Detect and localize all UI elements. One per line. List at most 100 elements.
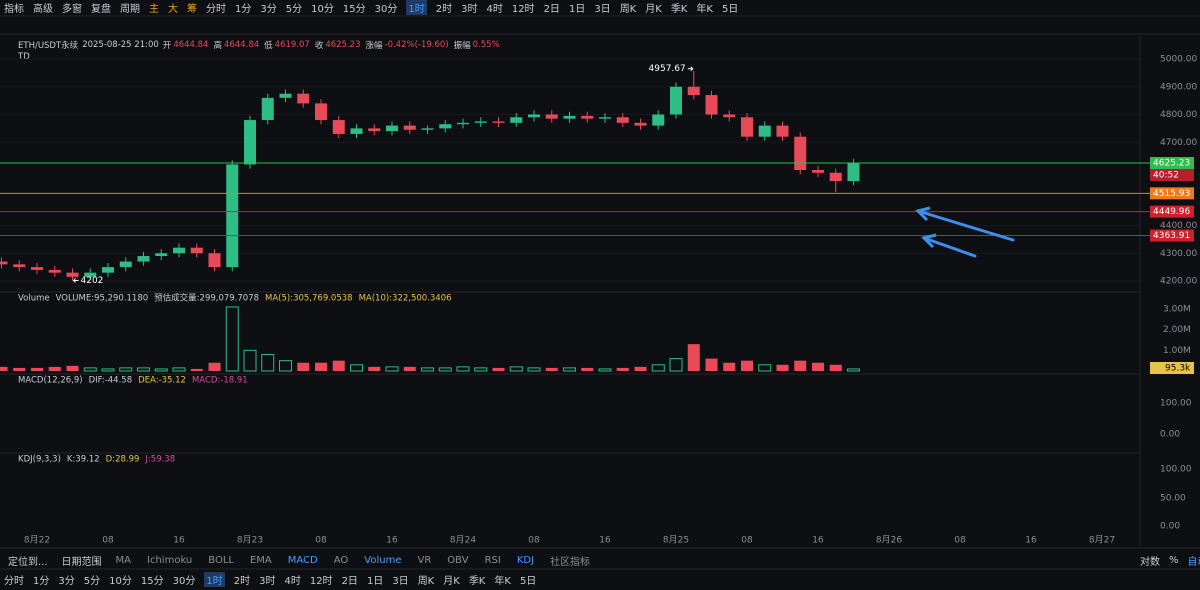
period-button[interactable]: 年K — [696, 3, 713, 15]
period-button[interactable]: 4时 — [486, 3, 503, 15]
indicator-button[interactable]: Ichimoku — [147, 554, 193, 566]
symbol: ETH/USDT永续 — [18, 41, 79, 51]
period-button[interactable]: 1时 — [204, 571, 225, 587]
volume-bar — [119, 367, 133, 372]
indicator-button[interactable]: OBV — [447, 554, 469, 566]
period-button[interactable]: 12时 — [309, 575, 333, 587]
indicator-button[interactable]: KDJ — [516, 554, 535, 566]
scale-button[interactable]: 自动 — [1187, 556, 1200, 568]
nav-button[interactable]: 日期范围 — [61, 556, 102, 568]
volume-bar — [350, 364, 363, 372]
y-tick-label: 4300.00 — [1160, 249, 1197, 259]
period-button[interactable]: 4时 — [284, 575, 301, 587]
period-button[interactable]: 5日 — [519, 575, 537, 587]
candle-body — [421, 128, 434, 130]
period-button[interactable]: 30分 — [374, 3, 398, 15]
period-button[interactable]: 2时 — [233, 575, 251, 587]
period-button[interactable]: 3分 — [260, 3, 277, 15]
field-value: 4625.23 — [325, 40, 361, 50]
period-button[interactable]: 分时 — [4, 575, 24, 587]
indicator-button[interactable]: VR — [417, 554, 432, 566]
panel-field: VOLUME:95,290.1180 — [56, 294, 149, 304]
period-button[interactable]: 周K — [417, 575, 435, 587]
scale-button[interactable]: 对数 — [1140, 556, 1160, 568]
candle-body — [829, 172, 842, 182]
volume-bar — [421, 367, 434, 372]
indicator-button[interactable]: MA — [115, 554, 132, 566]
period-button[interactable]: 2时 — [435, 3, 453, 15]
volume-bar — [812, 362, 824, 371]
period-button[interactable]: 3日 — [594, 3, 611, 15]
panel-field: D:28.99 — [106, 455, 140, 465]
indicator-button[interactable]: MACD — [287, 554, 318, 566]
flag-button[interactable]: 筹 — [187, 3, 197, 15]
candle-body — [616, 117, 629, 123]
candle-body — [492, 121, 505, 123]
period-button[interactable]: 1日 — [568, 3, 586, 15]
period-button[interactable]: 季K — [468, 575, 486, 587]
period-button[interactable]: 1分 — [235, 3, 252, 15]
period-button[interactable]: 3时 — [461, 3, 478, 15]
period-button[interactable]: 月K — [443, 575, 460, 587]
flag-button[interactable]: 主 — [149, 3, 159, 15]
volume-bar — [297, 362, 310, 371]
period-button[interactable]: 分时 — [206, 3, 226, 15]
candle-body — [439, 124, 452, 129]
period-button[interactable]: 3日 — [392, 575, 409, 587]
x-tick-label: 8月27 — [1089, 535, 1115, 546]
indicator-button[interactable]: BOLL — [208, 554, 234, 566]
period-button[interactable]: 12时 — [511, 3, 535, 15]
drawn-arrow — [922, 236, 977, 258]
period-button[interactable]: 1日 — [366, 575, 384, 587]
indicator-button[interactable]: RSI — [484, 554, 501, 566]
candle-body — [173, 247, 185, 254]
candle-body — [208, 253, 221, 268]
period-button[interactable]: 2日 — [543, 3, 560, 15]
toolbar-button[interactable]: 周期 — [120, 3, 140, 15]
flag-button[interactable]: 大 — [168, 3, 178, 15]
candle-body — [350, 128, 363, 134]
price-tag — [1150, 229, 1194, 242]
indicator-button[interactable]: EMA — [249, 554, 272, 566]
period-button[interactable]: 季K — [670, 3, 688, 15]
period-button[interactable]: 10分 — [311, 3, 334, 15]
period-button[interactable]: 30分 — [172, 575, 196, 587]
indicator-button[interactable]: 社区指标 — [550, 556, 591, 568]
period-button[interactable]: 10分 — [109, 575, 132, 587]
toolbar-button[interactable]: 多窗 — [62, 3, 82, 15]
toolbar-button[interactable]: 复盘 — [91, 3, 111, 15]
period-button[interactable]: 3分 — [58, 575, 75, 587]
period-button[interactable]: 15分 — [140, 575, 164, 587]
period-button[interactable]: 5分 — [285, 3, 303, 15]
top-toolbar: 指标 高级 多窗 复盘 周期主大筹分时 1分 3分 5分 10分 15分 30分 1时 2时 3时 4时 12… — [4, 0, 747, 15]
y-tick-label: 5000.00 — [1160, 55, 1197, 65]
candle-body — [599, 117, 611, 119]
period-button[interactable]: 月K — [645, 3, 662, 15]
period-button[interactable]: 年K — [494, 575, 511, 587]
indicator-button[interactable]: Volume — [364, 554, 402, 566]
period-button[interactable]: 15分 — [342, 3, 366, 15]
period-button[interactable]: 1时 — [406, 0, 427, 15]
candle-body — [847, 162, 860, 182]
panel-field: DEA:-35.12 — [138, 376, 186, 386]
volume-bar — [315, 362, 327, 371]
period-button[interactable]: 5日 — [721, 3, 739, 15]
scale-button[interactable]: % — [1169, 554, 1179, 566]
x-tick-label: 8月23 — [237, 535, 263, 546]
field-value: -0.42%(-19.60) — [384, 40, 449, 50]
candle-body — [66, 272, 79, 277]
time: 2025-08-25 21:00 — [82, 40, 159, 50]
period-button[interactable]: 5分 — [83, 575, 101, 587]
toolbar-button[interactable]: 指标 — [4, 3, 24, 15]
period-button[interactable]: 2日 — [341, 575, 358, 587]
period-button[interactable]: 1分 — [33, 575, 50, 587]
nav-button[interactable]: 定位到... — [8, 556, 48, 568]
indicator-button[interactable]: AO — [333, 554, 349, 566]
period-button[interactable]: 周K — [619, 3, 637, 15]
field-label: 涨幅 — [365, 41, 383, 51]
volume-tag — [1150, 362, 1194, 374]
y-tick-label: 4800.00 — [1160, 110, 1197, 120]
toolbar-button[interactable]: 高级 — [33, 3, 53, 15]
countdown-tag — [1150, 168, 1194, 181]
period-button[interactable]: 3时 — [259, 575, 276, 587]
